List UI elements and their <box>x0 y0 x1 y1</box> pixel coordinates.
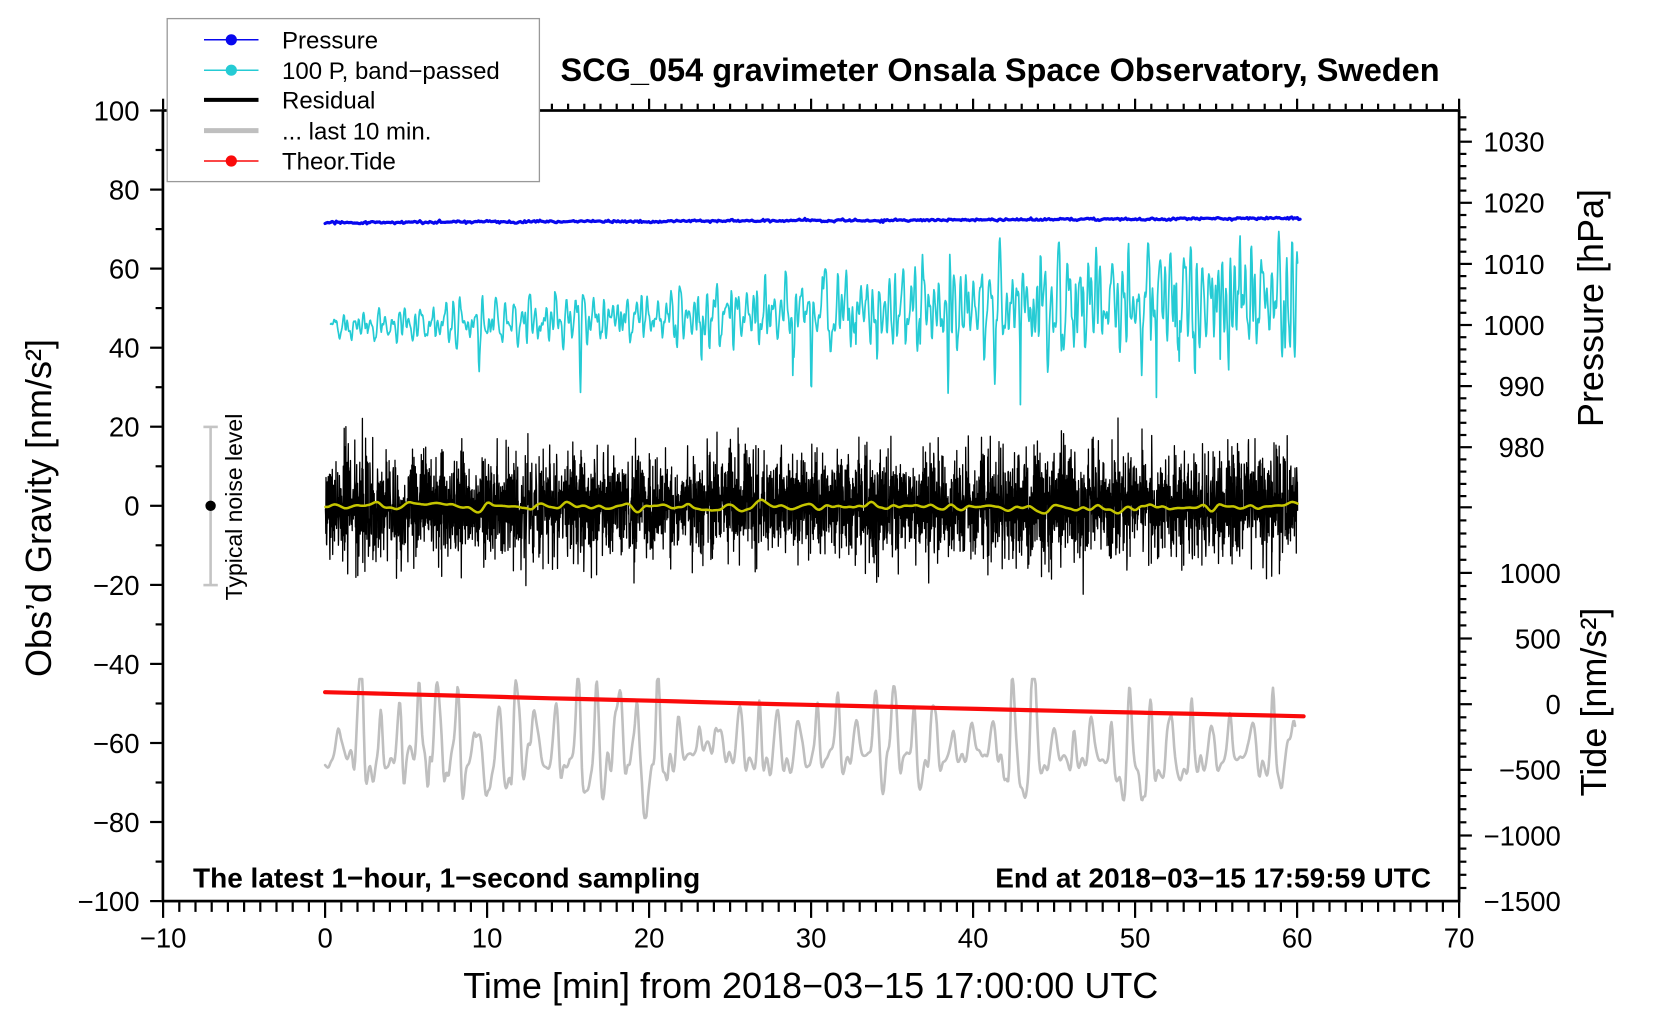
svg-text:Obs’d Gravity [nm/s²]: Obs’d Gravity [nm/s²] <box>18 339 59 677</box>
svg-text:70: 70 <box>1444 922 1475 953</box>
svg-text:60: 60 <box>109 254 140 285</box>
svg-text:50: 50 <box>1120 922 1151 953</box>
svg-text:−80: −80 <box>93 807 140 838</box>
svg-text:40: 40 <box>958 922 989 953</box>
svg-text:Time [min] from 2018−03−15 17:: Time [min] from 2018−03−15 17:00:00 UTC <box>463 965 1158 1006</box>
svg-text:1030: 1030 <box>1483 127 1544 158</box>
svg-text:−100: −100 <box>78 886 140 917</box>
svg-text:80: 80 <box>109 175 140 206</box>
svg-text:−1000: −1000 <box>1484 820 1561 851</box>
svg-text:Pressure: Pressure <box>282 28 378 55</box>
svg-text:The latest 1−hour, 1−second sa: The latest 1−hour, 1−second sampling <box>193 863 700 894</box>
svg-text:... last 10 min.: ... last 10 min. <box>282 118 431 145</box>
svg-text:−500: −500 <box>1499 755 1561 786</box>
svg-text:1000: 1000 <box>1500 558 1561 589</box>
svg-text:Pressure [hPa]: Pressure [hPa] <box>1570 189 1611 427</box>
svg-text:980: 980 <box>1499 432 1545 463</box>
svg-text:10: 10 <box>472 922 503 953</box>
svg-text:−10: −10 <box>140 922 187 953</box>
svg-text:500: 500 <box>1515 623 1561 654</box>
svg-text:0: 0 <box>124 491 139 522</box>
svg-text:1020: 1020 <box>1483 188 1544 219</box>
svg-text:Tide [nm/s²]: Tide [nm/s²] <box>1573 608 1614 797</box>
svg-text:Typical noise level: Typical noise level <box>221 414 247 601</box>
svg-text:100 P, band−passed: 100 P, band−passed <box>282 58 500 85</box>
svg-text:60: 60 <box>1282 922 1313 953</box>
svg-text:−60: −60 <box>93 728 140 759</box>
svg-text:100: 100 <box>94 95 140 126</box>
svg-text:−40: −40 <box>93 649 140 680</box>
svg-text:30: 30 <box>796 922 827 953</box>
svg-text:40: 40 <box>109 333 140 364</box>
svg-text:SCG_054 gravimeter Onsala Spac: SCG_054 gravimeter Onsala Space Observat… <box>560 52 1439 88</box>
svg-text:0: 0 <box>317 922 332 953</box>
svg-text:−1500: −1500 <box>1484 886 1561 917</box>
svg-text:Theor.Tide: Theor.Tide <box>282 149 396 176</box>
svg-text:990: 990 <box>1499 371 1545 402</box>
svg-text:20: 20 <box>109 412 140 443</box>
svg-text:0: 0 <box>1546 689 1561 720</box>
svg-text:−20: −20 <box>93 570 140 601</box>
svg-text:20: 20 <box>634 922 665 953</box>
svg-text:Residual: Residual <box>282 88 375 115</box>
svg-text:1010: 1010 <box>1483 249 1544 280</box>
svg-text:End at 2018−03−15 17:59:59 UTC: End at 2018−03−15 17:59:59 UTC <box>995 863 1431 894</box>
svg-text:1000: 1000 <box>1483 310 1544 341</box>
